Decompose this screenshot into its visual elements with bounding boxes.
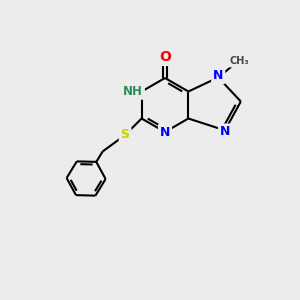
Text: CH₃: CH₃ [230,56,249,66]
Text: S: S [121,128,130,142]
Text: O: O [159,50,171,64]
Text: NH: NH [123,85,143,98]
Text: N: N [160,125,170,139]
Text: N: N [213,69,224,82]
Text: N: N [220,125,230,138]
